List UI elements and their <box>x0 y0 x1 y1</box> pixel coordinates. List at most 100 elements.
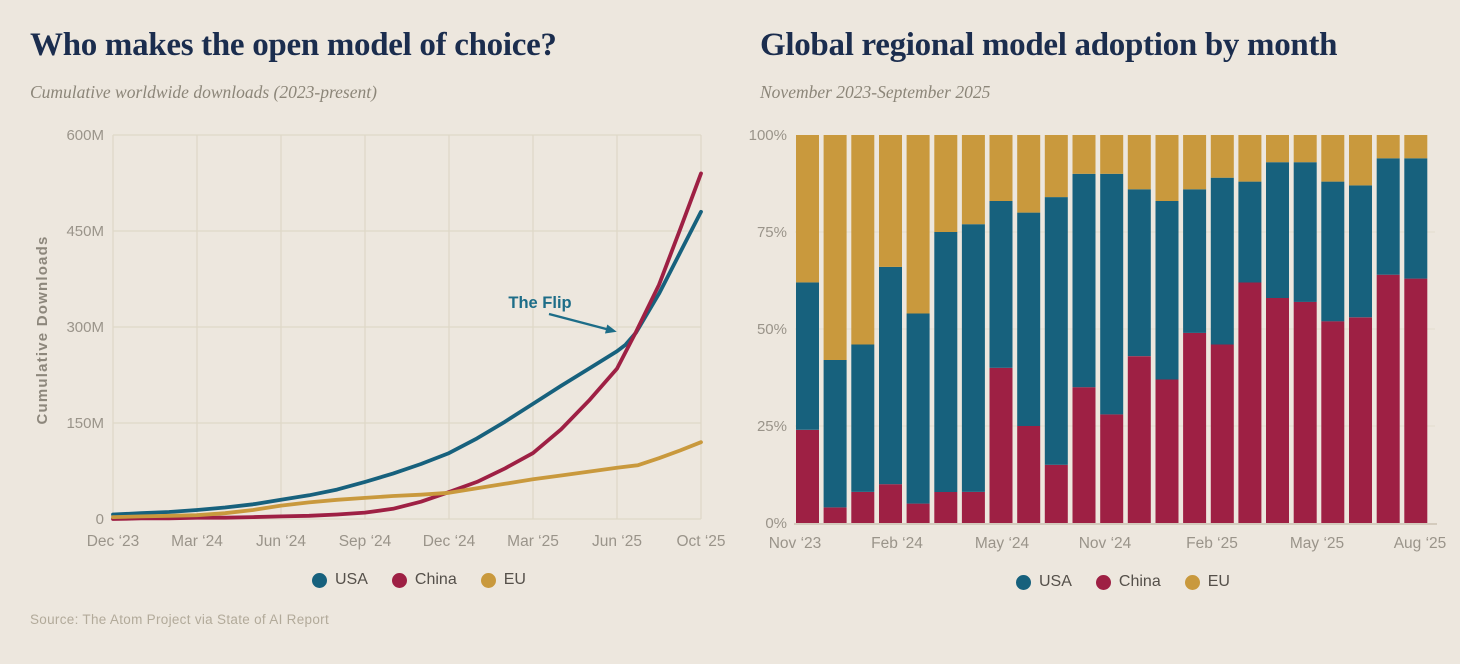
bar-segment-eu <box>1293 135 1317 163</box>
bar-segment-eu <box>1349 135 1372 186</box>
y-tick-label: 50% <box>757 321 787 338</box>
bar-segment-china <box>1017 426 1041 523</box>
x-tick-label: Mar ‘25 <box>507 533 559 550</box>
bar-segment-usa <box>1266 162 1289 298</box>
bar-segment-usa <box>961 224 985 492</box>
bar-segment-china <box>1155 379 1179 523</box>
bar-segment-china <box>1349 317 1372 523</box>
legend-dot-china <box>391 572 407 588</box>
bar-segment-china <box>906 503 930 523</box>
bar-segment-usa <box>1100 173 1124 415</box>
bar-month-13 <box>1127 135 1151 523</box>
bar-segment-eu <box>823 135 847 360</box>
right-chart-subtitle: November 2023-September 2025 <box>760 82 991 102</box>
right-chart-title: Global regional model adoption by month <box>760 27 1338 63</box>
bar-segment-eu <box>1017 135 1041 213</box>
bar-segment-china <box>1266 298 1289 523</box>
x-tick-label: May ‘25 <box>1290 535 1344 552</box>
x-tick-label: Jun ‘24 <box>256 533 306 550</box>
bar-segment-usa <box>1210 177 1234 345</box>
bar-segment-usa <box>934 232 958 492</box>
x-tick-label: May ‘24 <box>975 535 1030 552</box>
legend-dot-usa <box>312 572 327 588</box>
bar-segment-eu <box>1155 135 1179 201</box>
bar-month-7 <box>961 135 985 523</box>
bar-segment-usa <box>1127 189 1151 357</box>
annotation-arrow <box>548 312 611 332</box>
bar-segment-eu <box>1376 135 1400 159</box>
legend-dot-eu <box>1184 574 1200 590</box>
y-tick-label: 0 <box>96 511 104 528</box>
x-tick-label: Dec ‘23 <box>87 533 140 550</box>
bar-segment-usa <box>1155 201 1179 380</box>
bar-month-22 <box>1376 135 1400 523</box>
legend-item-china: China <box>391 571 457 589</box>
bar-segment-eu <box>1321 135 1345 182</box>
x-tick-label: Feb ‘25 <box>1186 535 1238 552</box>
bar-segment-usa <box>1183 189 1207 333</box>
legend-dot-china <box>1095 574 1111 590</box>
bar-segment-eu <box>1238 135 1262 182</box>
bar-month-14 <box>1155 135 1179 523</box>
x-tick-label: Nov ‘24 <box>1079 535 1132 552</box>
bar-month-19 <box>1293 135 1317 523</box>
bar-segment-china <box>1044 464 1068 523</box>
bar-segment-usa <box>1238 181 1262 283</box>
bar-segment-eu <box>879 135 902 267</box>
legend-label: EU <box>1207 573 1230 590</box>
legend-item-usa: USA <box>312 571 368 589</box>
x-tick-label: Dec ‘24 <box>423 533 476 550</box>
x-tick-label: Jun ‘25 <box>592 533 642 550</box>
bar-month-17 <box>1238 135 1262 523</box>
bar-segment-usa <box>851 344 875 492</box>
bar-month-23 <box>1404 135 1428 523</box>
x-tick-label: Nov ‘23 <box>769 535 822 552</box>
legend-label: China <box>414 571 457 588</box>
right-legend: USA China EU <box>1016 573 1230 591</box>
left-chart-subtitle: Cumulative worldwide downloads (2023-pre… <box>30 82 377 102</box>
y-axis-title: Cumulative Downloads <box>34 235 51 424</box>
y-tick-label: 450M <box>66 223 104 240</box>
bar-month-15 <box>1183 135 1207 523</box>
bar-segment-china <box>1376 274 1400 523</box>
bar-month-20 <box>1321 135 1345 523</box>
y-tick-label: 100% <box>749 127 787 144</box>
y-tick-label: 300M <box>66 319 104 336</box>
y-tick-label: 150M <box>66 415 104 432</box>
bar-segment-eu <box>1404 135 1428 159</box>
bar-segment-usa <box>1376 158 1400 275</box>
bar-segment-eu <box>1044 135 1068 198</box>
bar-segment-china <box>1321 321 1345 523</box>
bar-segment-eu <box>1127 135 1151 190</box>
bar-segment-usa <box>823 360 847 508</box>
bar-segment-eu <box>1266 135 1289 163</box>
legend-label: EU <box>503 571 526 588</box>
bar-segment-china <box>1127 356 1151 523</box>
x-tick-label: Aug ‘25 <box>1394 535 1447 552</box>
bar-month-9 <box>1017 135 1041 523</box>
bar-segment-usa <box>1072 173 1096 388</box>
bar-segment-eu <box>906 135 930 314</box>
annotation-label: The Flip <box>508 294 571 312</box>
legend-label: USA <box>335 571 368 588</box>
bar-segment-eu <box>796 135 819 283</box>
bar-month-6 <box>934 135 958 523</box>
bar-segment-china <box>1100 414 1124 523</box>
x-tick-label: Feb ‘24 <box>871 535 923 552</box>
bar-segment-usa <box>796 282 819 430</box>
bar-segment-usa <box>879 266 902 485</box>
legend-label: USA <box>1039 573 1072 590</box>
bar-month-16 <box>1210 135 1234 523</box>
bar-segment-eu <box>961 135 985 225</box>
bar-month-11 <box>1072 135 1096 523</box>
bar-segment-usa <box>1321 181 1345 322</box>
x-tick-label: Sep ‘24 <box>339 533 392 550</box>
line-chart: 0 150M 300M 450M 600M Dec ‘23 Mar ‘24 Jun ‘24 Se… <box>34 127 726 550</box>
bar-segment-china <box>1183 332 1207 523</box>
left-legend: USA China EU <box>312 571 526 589</box>
bar-segment-eu <box>1072 135 1096 174</box>
bar-segment-usa <box>1349 185 1372 318</box>
bar-month-4 <box>879 135 902 523</box>
bar-month-10 <box>1044 135 1068 523</box>
line-china <box>111 171 703 521</box>
